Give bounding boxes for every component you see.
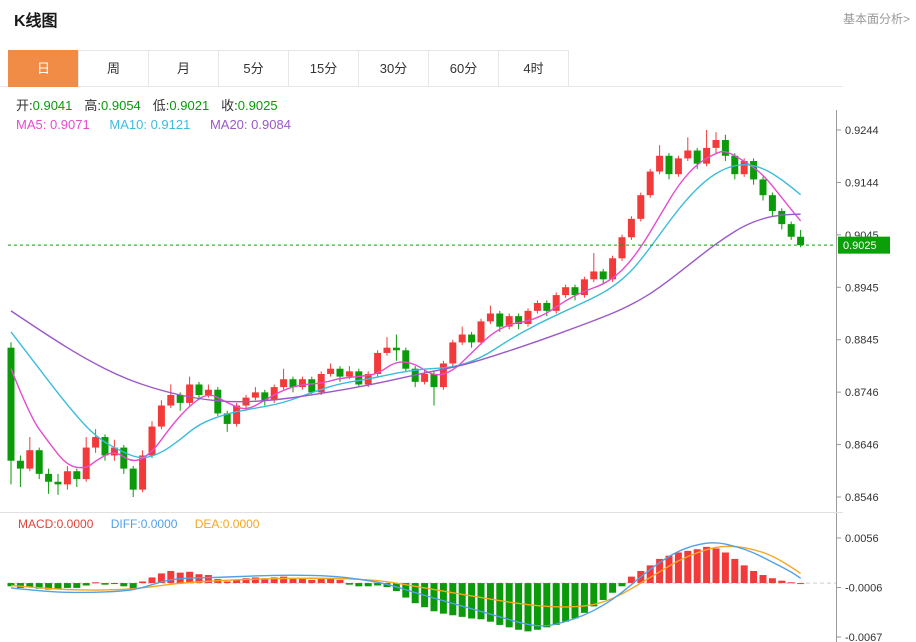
diff-value: DIFF:0.0000 — [110, 517, 178, 531]
close-label: 收: — [221, 98, 238, 113]
tab-30min[interactable]: 30分 — [358, 50, 429, 87]
fundamental-analysis-link[interactable]: 基本面分析> — [842, 12, 910, 26]
tab-month[interactable]: 月 — [148, 50, 219, 87]
high-label: 高: — [84, 98, 102, 113]
svg-text:0.8845: 0.8845 — [845, 335, 879, 347]
tab-4hour[interactable]: 4时 — [498, 50, 569, 87]
svg-text:0.8546: 0.8546 — [845, 492, 879, 504]
svg-text:0.9244: 0.9244 — [845, 125, 879, 137]
close-value: 0.9025 — [237, 98, 278, 113]
macd-panel[interactable]: 0.0056 -0.0006 -0.0067 — [0, 513, 916, 642]
tab-60min[interactable]: 60分 — [428, 50, 499, 87]
svg-text:0.9144: 0.9144 — [845, 177, 879, 189]
open-value: 0.9041 — [32, 98, 73, 113]
svg-text:0.8945: 0.8945 — [845, 282, 879, 294]
ohlc-readout: 开:0.9041 高:0.9054 低:0.9021 收:0.9025 — [16, 95, 290, 114]
dea-value: DEA:0.0000 — [194, 517, 260, 531]
svg-text:-0.0006: -0.0006 — [845, 583, 882, 595]
page-title: K线图 — [14, 13, 58, 30]
svg-text:0.0056: 0.0056 — [845, 533, 879, 545]
macd-legend: MACD:0.0000 DIFF:0.0000 DEA:0.0000 — [18, 517, 273, 531]
tab-15min[interactable]: 15分 — [288, 50, 359, 87]
ma10-legend: MA10: 0.9121 — [109, 117, 191, 132]
macd-value: MACD:0.0000 — [18, 517, 94, 531]
period-tabbar: 日 周 月 5分 15分 30分 60分 4时 — [8, 50, 569, 87]
low-value: 0.9021 — [169, 98, 210, 113]
tab-day[interactable]: 日 — [8, 50, 79, 87]
panel-divider — [0, 512, 843, 513]
open-label: 开: — [16, 98, 33, 113]
tab-5min[interactable]: 5分 — [218, 50, 289, 87]
tab-week[interactable]: 周 — [78, 50, 149, 87]
ma-legend: MA5: 0.9071 MA10: 0.9121 MA20: 0.9084 — [16, 117, 307, 132]
svg-text:0.9025: 0.9025 — [843, 240, 877, 252]
ma20-legend: MA20: 0.9084 — [209, 117, 291, 132]
svg-text:0.8646: 0.8646 — [845, 440, 879, 452]
svg-text:-0.0067: -0.0067 — [845, 632, 882, 642]
ma5-legend: MA5: 0.9071 — [16, 117, 90, 132]
high-value: 0.9054 — [101, 98, 141, 113]
svg-text:0.8746: 0.8746 — [845, 387, 879, 399]
low-label: 低: — [152, 98, 170, 113]
main-candlestick-chart[interactable]: 0.92440.91440.90450.89450.88450.87460.86… — [0, 110, 916, 512]
